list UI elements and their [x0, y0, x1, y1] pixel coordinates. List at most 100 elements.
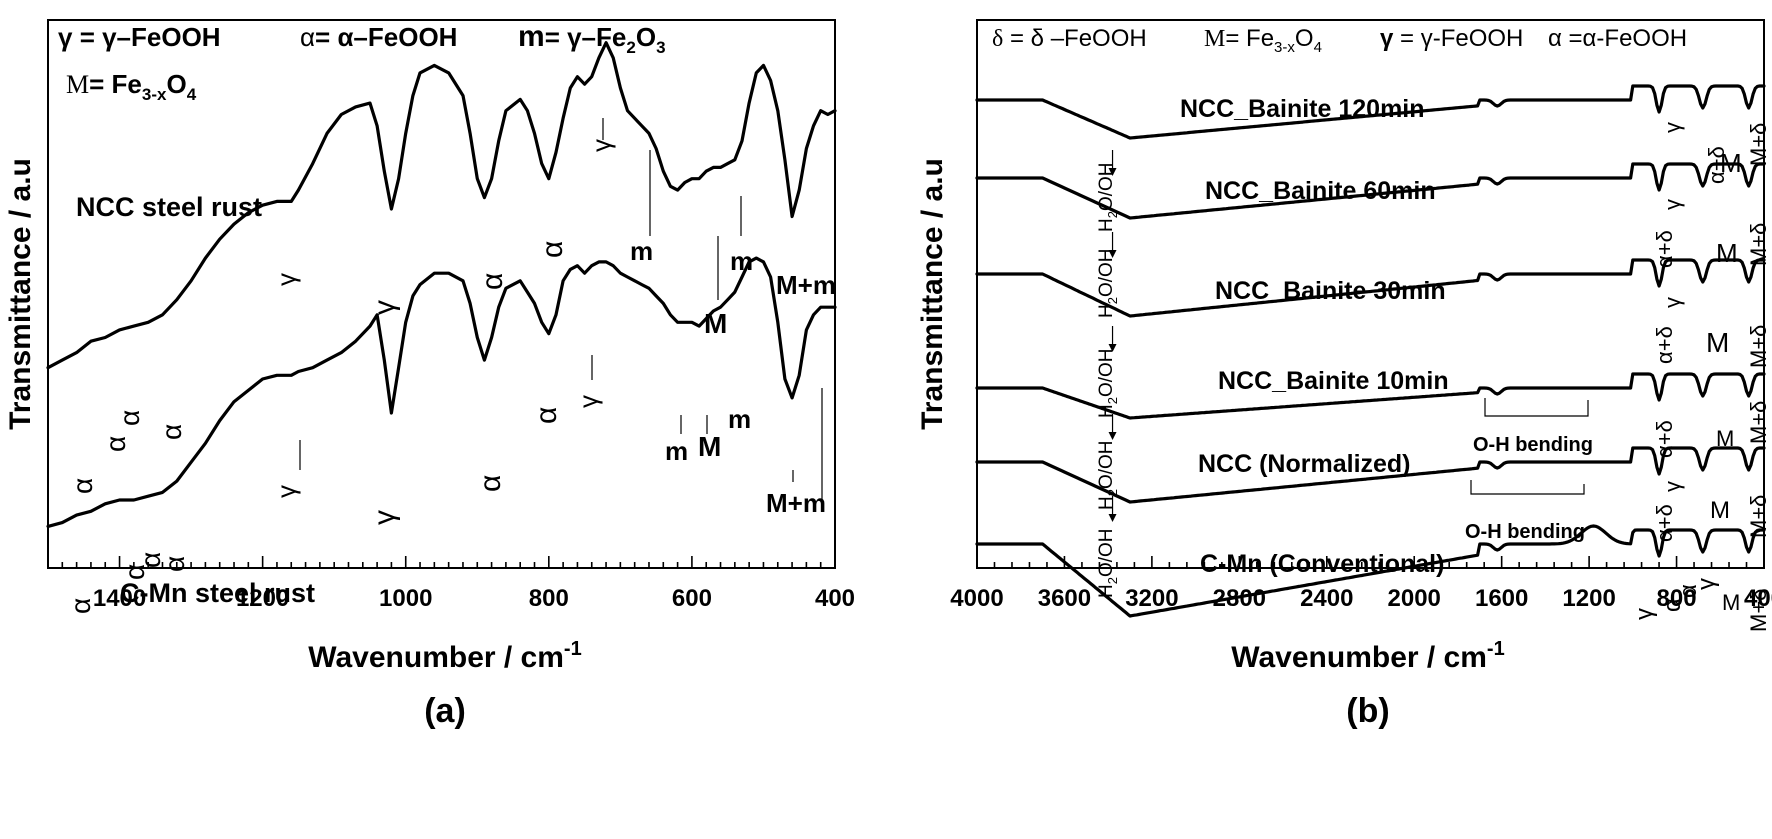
ann-alpha-1330-low: α: [159, 556, 190, 572]
ann-alpha-1390-top: α: [114, 410, 145, 426]
series-label-bainite-30: NCC_Bainite 30min: [1215, 277, 1446, 305]
ann-alpha-1470-top: α: [67, 478, 98, 494]
panel-a-tick-label: 1000: [379, 585, 432, 612]
panel-b-tick-label: 1600: [1475, 585, 1528, 612]
legend-gamma: γ = γ–FeOOH: [58, 22, 221, 52]
ann-alpha-795-top: α: [536, 241, 569, 258]
panel-a-curves: [46, 41, 837, 528]
panel-b-series-4: [975, 446, 1766, 504]
panel-b-frame: [976, 19, 1765, 569]
legend-b-M: M= Fe3-xO4: [1204, 25, 1322, 56]
ann-b-gamma-120: γ: [1660, 122, 1685, 133]
panel-a-annotations: γ γ α α γ m M m M+m α α α α γ γ α α γ: [65, 118, 836, 614]
ann-m-540-low: m: [728, 404, 751, 434]
ann-b-Md-30: M+δ: [1746, 325, 1771, 368]
ann-b-M-120: M: [1720, 148, 1742, 178]
ann-gamma-1170-low: γ: [271, 485, 301, 498]
h2o-arrow-head: [1108, 250, 1117, 258]
ann-b-alpha-cmn-1: α: [1659, 598, 1686, 612]
ann-b-Md-60: M+δ: [1746, 223, 1771, 266]
legend-b-alpha: α =α-FeOOH: [1548, 25, 1687, 52]
series-label-cmn-conventional: C-Mn (Conventional): [1200, 550, 1444, 578]
h2o-label: H2O/OH: [1096, 348, 1120, 418]
panel-a-tick-label: 400: [815, 585, 855, 612]
ann-b-alpha-cmn-2: α: [1675, 584, 1702, 598]
panel-b-series-1: [975, 162, 1766, 220]
ann-b-M-cmn: M: [1722, 590, 1740, 615]
ann-b-Md-cmn: M+δ: [1746, 589, 1771, 632]
panel-a-x-ticks: 1400 1200 1000 800 600 400: [47, 556, 855, 612]
ann-alpha-890-low: α: [474, 475, 507, 492]
ann-alpha-1470-low: α: [65, 598, 96, 614]
series-label-cmn-steel-rust: C-Mn steel rust: [120, 578, 315, 608]
panel-b-xlabel: Wavenumber / cm-1: [1231, 638, 1504, 674]
panel-b-series-3: [975, 372, 1766, 420]
legend-M: M= Fe3-xO4: [66, 69, 197, 104]
h2o-label: H2O/OH: [1096, 248, 1120, 318]
ann-b-M-norm: M: [1710, 497, 1730, 524]
legend-m: m= γ–Fe2O3: [518, 20, 666, 57]
panel-b-tick-label: 2800: [1213, 585, 1266, 612]
ann-gamma-750-top: γ: [586, 139, 616, 152]
panel-a-tick-label: 800: [529, 585, 569, 612]
legend-b-delta: δ = δ –FeOOH: [992, 25, 1147, 52]
ann-gamma-745-low: γ: [573, 395, 603, 408]
ann-alpha-1330-top: α: [156, 424, 187, 440]
ann-b-ad-60: α+δ: [1652, 230, 1677, 268]
panel-a-xlabel: Wavenumber / cm-1: [308, 638, 581, 674]
panel-b-series-5: [975, 524, 1766, 618]
ann-b-M-10: M: [1716, 426, 1734, 451]
ann-b-Md-norm: M+δ: [1746, 495, 1771, 538]
panel-a-frame: [47, 19, 836, 569]
panel-a-series-1: [46, 256, 837, 528]
h2o-label: H2O/OH: [1096, 440, 1120, 510]
panel-a-caption: (a): [424, 692, 466, 730]
panel-a-series-0: [46, 41, 837, 370]
oh-bracket-2: [1470, 480, 1585, 495]
series-label-bainite-10: NCC_Bainite 10min: [1218, 367, 1449, 395]
h2o-label: H2O/OH: [1096, 528, 1120, 598]
panel-b-tick-label: 400: [1744, 585, 1772, 612]
ann-m-680-top: m: [630, 236, 653, 266]
ann-alpha-790-low: α: [530, 407, 563, 424]
ann-alpha-1420-top: α: [100, 436, 131, 452]
ann-Mm-460-top: M+m: [776, 270, 836, 300]
oh-bending-label-2: O-H bending: [1465, 521, 1585, 543]
panel-a-tick-label: 600: [672, 585, 712, 612]
panel-a-ylabel: Transmittance / a.u: [4, 158, 37, 430]
ann-alpha-890-top: α: [476, 273, 509, 290]
panel-b-ylabel: Transmittance / a.u: [916, 158, 949, 430]
legend-b-gamma: γ = γ-FeOOH: [1380, 25, 1523, 52]
h2o-arrow-head: [1108, 514, 1117, 522]
series-label-bainite-120: NCC_Bainite 120min: [1180, 95, 1425, 123]
ann-alpha-1360-low: α: [135, 552, 166, 568]
panel-b-caption: (b): [1346, 692, 1389, 730]
ann-b-gamma-norm: γ: [1660, 481, 1685, 492]
legend-alpha: α= α–FeOOH: [300, 22, 457, 52]
ann-b-ad-120: α+δ: [1704, 146, 1729, 184]
series-label-bainite-60: NCC_Bainite 60min: [1205, 177, 1436, 205]
ann-b-gamma-30: γ: [1660, 297, 1685, 308]
panel-b-x-ticks: 4000 3600 3200 2800 2400 2000 1600 1200 800 400: [950, 556, 1772, 612]
h2o-arrow-head: [1108, 344, 1117, 352]
panel-a-tick-label: 1200: [236, 585, 289, 612]
panel-b-h2o-annotations: H2O/OH H2O/OH H2O/OH H2O/OH H2O/OH: [1096, 150, 1120, 598]
oh-bracket-1: [1484, 398, 1589, 417]
panel-b-tick-label: 4000: [950, 585, 1003, 612]
ann-M-590-low: M: [698, 431, 721, 462]
ann-m-555-top: m: [730, 246, 753, 276]
ann-b-ad-norm: α+δ: [1652, 504, 1677, 542]
ann-b-M-60: M: [1716, 238, 1738, 268]
ann-m-615-low: m: [665, 436, 688, 466]
ann-Mm-455-low: M+m: [766, 488, 826, 518]
h2o-arrow-head: [1108, 432, 1117, 440]
panel-b-tick-label: 1200: [1562, 585, 1615, 612]
series-label-ncc-normalized: NCC (Normalized): [1198, 450, 1411, 478]
panel-b-curves: [975, 84, 1766, 618]
panel-b-series-2: [975, 258, 1766, 318]
ann-b-ad-30: α+δ: [1652, 326, 1677, 364]
ann-b-gamma-60: γ: [1660, 199, 1685, 210]
ann-b-gamma-cmn-1: γ: [1631, 608, 1658, 620]
panel-b-tick-label: 2400: [1300, 585, 1353, 612]
